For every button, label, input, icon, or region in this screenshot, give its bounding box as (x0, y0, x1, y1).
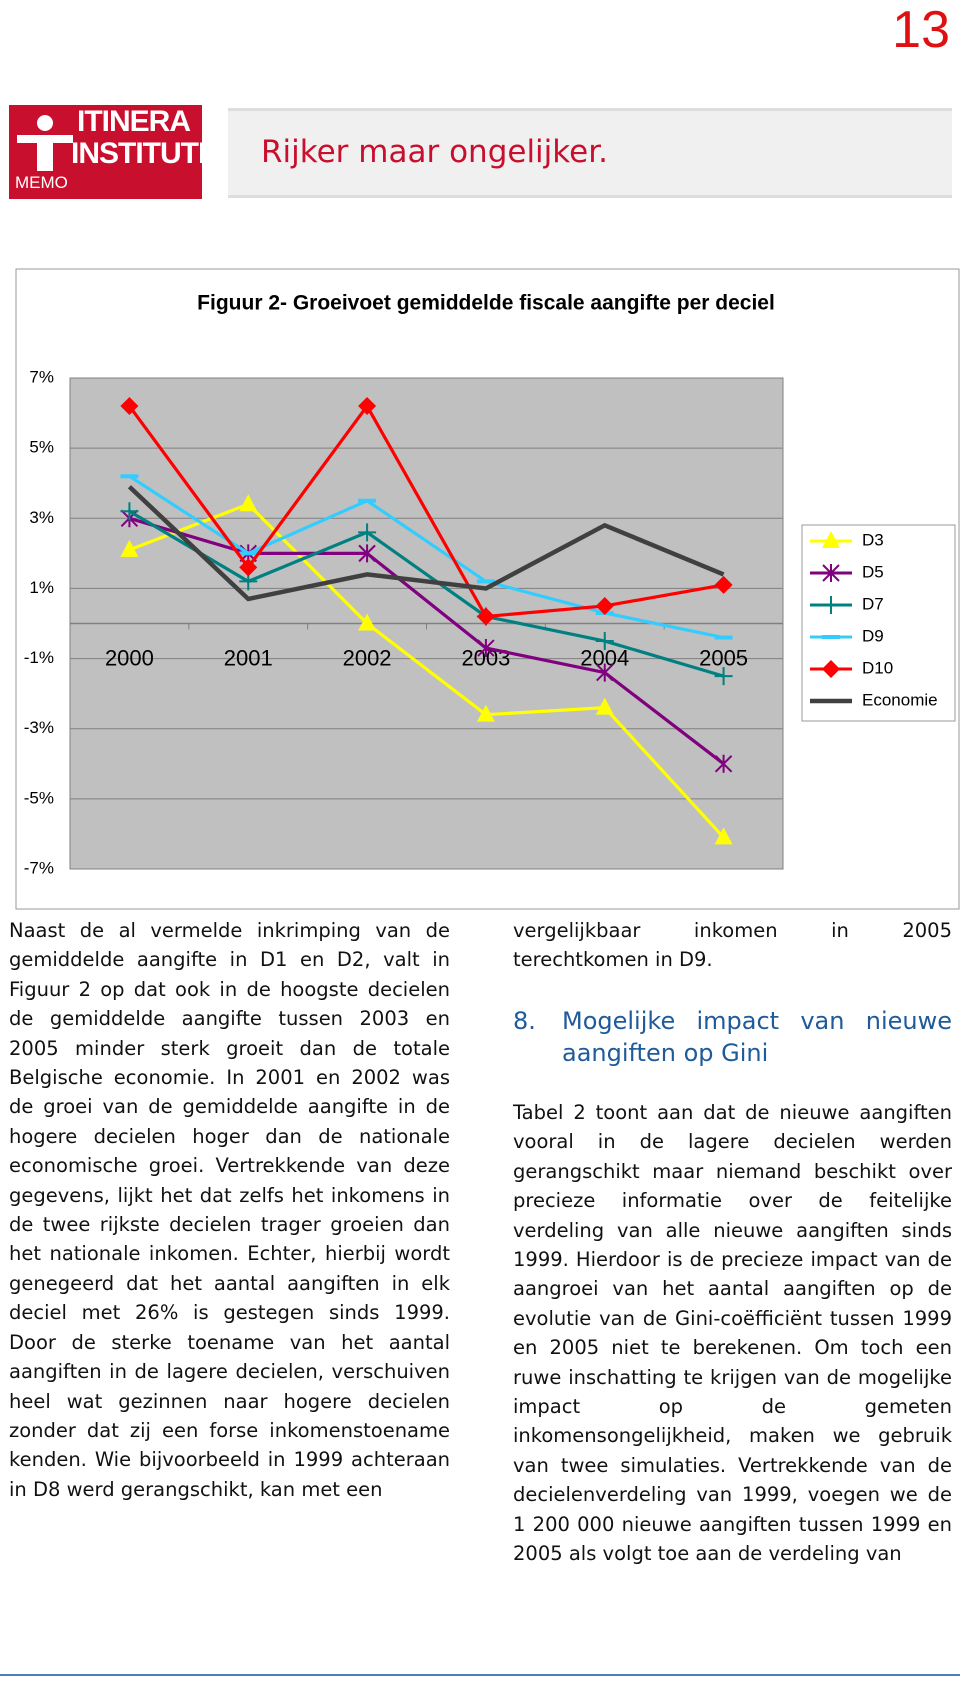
y-tick-label: 3% (29, 508, 54, 527)
left-paragraph: Naast de al vermelde inkrimping van de g… (9, 919, 450, 1501)
series-line (127, 485, 725, 602)
point-marker (358, 544, 376, 563)
y-tick-label: -1% (24, 648, 54, 667)
section-number: 8. (513, 1007, 536, 1035)
y-tick-label: 1% (29, 578, 54, 597)
legend-marker (822, 564, 840, 582)
right-paragraph: vergelijkbaar inkomen in 2005 terechtkom… (513, 919, 952, 972)
series-line (128, 502, 725, 839)
point-marker (358, 613, 377, 631)
series-line (128, 516, 725, 766)
page-number: 13 (892, 1, 950, 59)
y-tick-label: -3% (24, 718, 54, 737)
point-marker (120, 397, 139, 416)
series-line (128, 509, 725, 678)
logo: ITINERA INSTITUTE MEMO (9, 105, 218, 199)
logo-icon (17, 115, 73, 171)
legend-marker (822, 596, 840, 614)
right-paragraph: Tabel 2 toont aan dat de nieuwe aangifte… (513, 1101, 952, 1566)
section-title: Mogelijke impact van nieuwe aangiften op… (562, 1007, 952, 1067)
y-tick-label: -7% (24, 858, 54, 877)
series-line (128, 403, 724, 619)
x-tick-label: 2002 (343, 645, 392, 670)
point-marker (239, 558, 258, 577)
legend-label: Economie (862, 690, 938, 709)
point-marker (596, 663, 614, 682)
legend-label: D10 (862, 658, 893, 677)
point-marker (358, 397, 377, 416)
point-marker (714, 667, 733, 686)
legend-marker (822, 531, 840, 548)
legend-label: D5 (862, 562, 884, 581)
legend-marker (822, 660, 840, 678)
banner: Rijker maar ongelijker. (228, 108, 952, 198)
point-marker (358, 523, 377, 542)
y-tick-label: 5% (29, 438, 54, 457)
point-marker (120, 539, 139, 557)
x-tick-label: 2001 (224, 645, 273, 670)
point-marker (595, 632, 614, 651)
chart-title: Figuur 2- Groeivoet gemiddelde fiscale a… (197, 292, 775, 315)
x-tick-label: 2000 (105, 645, 154, 670)
point-marker (595, 596, 614, 615)
point-marker (595, 697, 614, 715)
point-marker (714, 754, 733, 773)
point-marker (120, 502, 139, 521)
footer-rule (0, 1674, 960, 1676)
point-marker (476, 704, 495, 722)
point-marker (477, 639, 495, 658)
legend (801, 524, 956, 722)
legend-label: D9 (862, 626, 884, 645)
logo-line2: INSTITUTE (71, 137, 218, 170)
y-tick-label: 7% (29, 367, 54, 386)
logo-tag: MEMO (15, 173, 68, 192)
legend-label: D3 (862, 530, 884, 549)
legend-label: D7 (862, 594, 884, 613)
chart: Figuur 2- Groeivoet gemiddelde fiscale a… (15, 268, 960, 910)
logo-line1: ITINERA (77, 105, 191, 138)
header-title: Rijker maar ongelijker. (261, 134, 608, 170)
point-marker (239, 494, 258, 512)
point-marker (476, 607, 495, 626)
point-marker (714, 575, 733, 594)
point-marker (714, 827, 733, 845)
y-tick-label: -5% (24, 788, 54, 807)
section-heading: 8. Mogelijke impact van nieuwe aangiften… (513, 1005, 952, 1069)
x-tick-label: 2005 (699, 645, 748, 670)
